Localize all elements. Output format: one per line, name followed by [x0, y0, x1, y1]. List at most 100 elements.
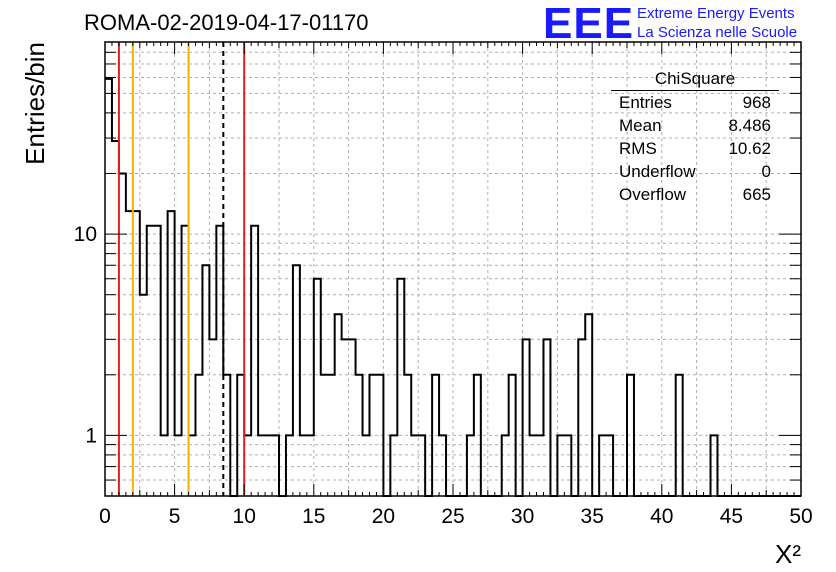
histogram-bin — [223, 375, 230, 496]
histogram-bin — [439, 435, 446, 496]
x-tick-label: 20 — [372, 505, 395, 528]
histogram-bin — [119, 173, 126, 496]
stat-row: Overflow 665 — [611, 183, 779, 206]
logo-caption: Extreme Energy Events La Scienza nelle S… — [637, 4, 797, 42]
histogram-bin — [397, 279, 404, 496]
y-tick-label: 1 — [85, 424, 97, 447]
x-tick-label: 25 — [441, 505, 464, 528]
x-tick-label: 15 — [302, 505, 325, 528]
histogram-bin — [606, 435, 613, 496]
page-title: ROMA-02-2019-04-17-01170 — [84, 10, 369, 35]
histogram-bin — [307, 435, 314, 496]
stats-box: ChiSquare Entries 968 Mean 8.486 RMS 10.62 Und… — [611, 68, 779, 206]
x-tick-label: 5 — [169, 505, 181, 528]
histogram-bin — [369, 375, 376, 496]
x-axis-label: X² — [775, 539, 801, 569]
histogram-bin — [349, 339, 356, 496]
stat-label: Entries — [619, 93, 672, 112]
histogram-bin — [105, 79, 112, 496]
histogram-bin — [474, 375, 481, 496]
stat-value: 0 — [761, 162, 771, 181]
histogram-bin — [168, 211, 175, 496]
histogram-bin — [342, 339, 349, 496]
x-tick-label: 30 — [511, 505, 534, 528]
histogram-bin — [543, 339, 550, 496]
histogram-bin — [251, 226, 258, 496]
reference-lines — [117, 42, 246, 496]
histogram-bin — [564, 435, 571, 496]
histogram-bin — [154, 226, 161, 496]
histogram-bin — [557, 435, 564, 496]
histogram-bin — [126, 211, 133, 496]
histogram-bin — [237, 375, 244, 496]
histogram-bin — [300, 435, 307, 496]
stat-value: 968 — [742, 93, 771, 112]
stat-row: RMS 10.62 — [611, 137, 779, 160]
stats-name: ChiSquare — [611, 68, 779, 91]
stat-label: Mean — [619, 116, 662, 135]
x-tick-label: 45 — [720, 505, 743, 528]
stat-row: Entries 968 — [611, 91, 779, 114]
histogram-bin — [676, 375, 683, 496]
stat-row: Mean 8.486 — [611, 114, 779, 137]
histogram-bin — [321, 375, 328, 496]
histogram-bin — [189, 435, 196, 496]
stat-label: RMS — [619, 139, 657, 158]
histogram-bin — [286, 435, 293, 496]
stat-label: Overflow — [619, 185, 687, 204]
histogram-bin — [376, 375, 383, 496]
x-tick-label: 50 — [789, 505, 812, 528]
logo-caption-line1: Extreme Energy Events — [637, 5, 795, 22]
x-tick-label: 0 — [99, 505, 111, 528]
histogram-bin — [530, 435, 537, 496]
stat-value: 665 — [742, 185, 771, 204]
axis-ticks — [104, 41, 802, 497]
histogram-bin — [418, 435, 425, 496]
logo-caption-line2: La Scienza nelle Scuole — [637, 24, 798, 41]
histogram-bin — [202, 265, 209, 496]
histogram-bin — [711, 435, 718, 496]
x-tick-label: 40 — [650, 505, 673, 528]
histogram-bin — [390, 435, 397, 496]
histogram-bin — [432, 375, 439, 496]
histogram-bin — [314, 279, 321, 496]
stats-rows: Entries 968 Mean 8.486 RMS 10.62 Underflow 0 Ove… — [611, 91, 779, 206]
histogram-bin — [182, 226, 189, 496]
histogram-bin — [523, 339, 530, 496]
histogram-bin — [328, 375, 335, 496]
histogram-bin — [140, 295, 147, 496]
stat-label: Underflow — [619, 162, 696, 181]
histogram-bin — [599, 435, 606, 496]
stat-row: Underflow 0 — [611, 160, 779, 183]
histogram-bin — [509, 375, 516, 496]
histogram-bin — [537, 435, 544, 496]
histogram-bin — [175, 435, 182, 496]
x-tick-label: 10 — [233, 505, 256, 528]
y-axis-label: Entries/bin — [20, 42, 50, 165]
histogram-bin — [133, 211, 140, 496]
histogram-bin — [404, 375, 411, 496]
histogram-bin — [258, 435, 265, 496]
x-tick-label: 35 — [581, 505, 604, 528]
stat-value: 10.62 — [728, 139, 771, 158]
histogram-bin — [147, 226, 154, 496]
histogram-bin — [216, 226, 223, 496]
histogram-bin — [161, 435, 168, 496]
histogram-bin — [356, 375, 363, 496]
histogram-bin — [578, 339, 585, 496]
histogram-bin — [363, 435, 370, 496]
histogram-bin — [502, 435, 509, 496]
histogram-bin — [627, 375, 634, 496]
histogram-bin — [272, 435, 279, 496]
y-tick-label: 10 — [74, 223, 97, 246]
stat-value: 8.486 — [728, 116, 771, 135]
histogram-bin — [293, 265, 300, 496]
axis-labels: 0 5 10 15 20 25 30 35 40 45 50 1 10 X² Entries/bin — [20, 42, 813, 569]
histogram-bin — [411, 435, 418, 496]
histogram-bin — [467, 435, 474, 496]
eee-logo: EEE — [543, 0, 635, 48]
histogram-bin — [112, 141, 119, 496]
histogram-bin — [265, 435, 272, 496]
histogram-bin — [209, 339, 216, 496]
